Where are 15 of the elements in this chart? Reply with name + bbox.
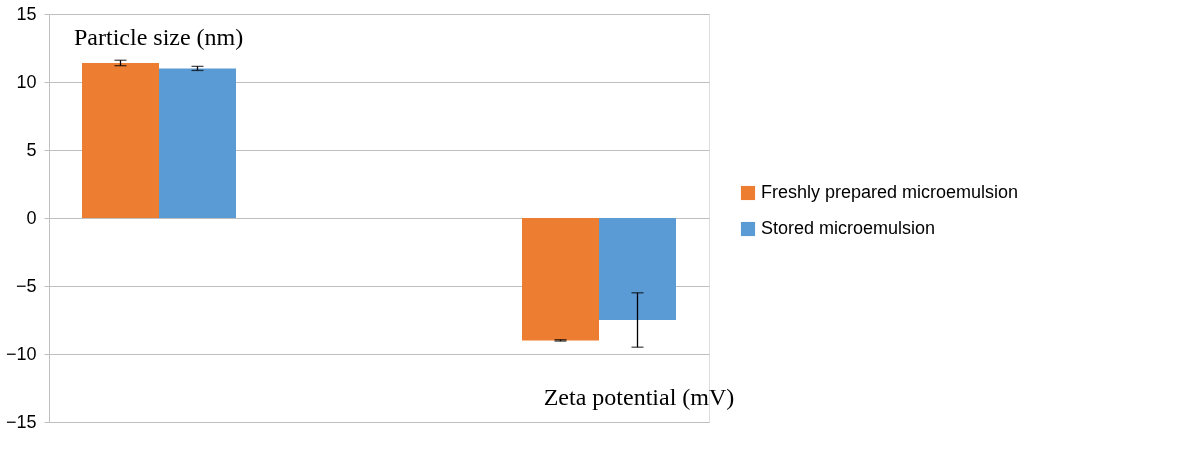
- y-tick-label: 0: [26, 207, 37, 228]
- y-tick-label: −10: [5, 343, 37, 364]
- y-tick-label: 5: [26, 139, 37, 160]
- annotation: Particle size (nm): [74, 24, 244, 51]
- legend-label: Freshly prepared microemulsion: [761, 182, 1019, 202]
- annotation: Zeta potential (mV): [543, 383, 735, 410]
- bar: [159, 68, 236, 218]
- bar: [82, 62, 159, 218]
- bar: [599, 218, 676, 320]
- y-tick-label: −15: [5, 411, 37, 432]
- legend-label: Stored microemulsion: [761, 218, 936, 238]
- bar: [522, 218, 599, 341]
- y-tick-label: −5: [15, 275, 37, 296]
- y-tick-label: 15: [16, 3, 37, 24]
- y-tick-label: 10: [16, 71, 37, 92]
